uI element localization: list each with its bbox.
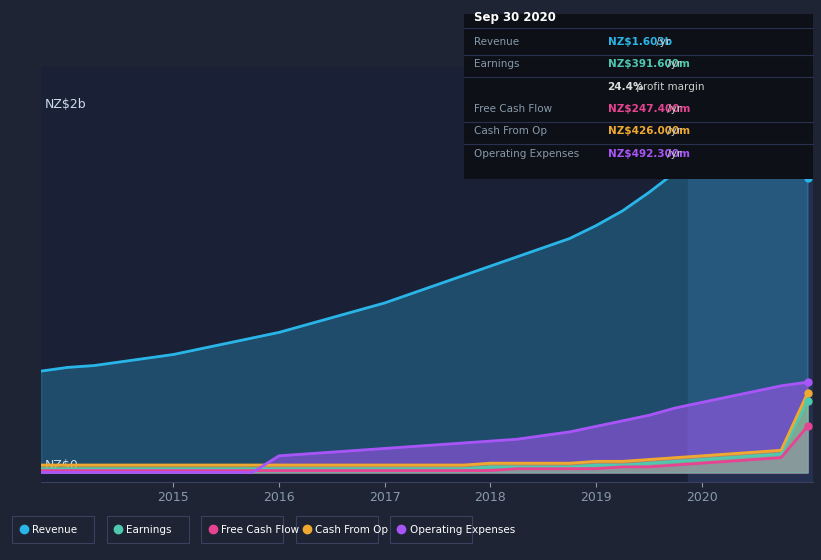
Text: Revenue: Revenue <box>474 37 519 47</box>
Text: NZ$0: NZ$0 <box>45 459 79 472</box>
Text: NZ$247.400m: NZ$247.400m <box>608 104 690 114</box>
Text: profit margin: profit margin <box>633 82 704 92</box>
Text: 24.4%: 24.4% <box>608 82 644 92</box>
Text: NZ$2b: NZ$2b <box>45 98 86 111</box>
Text: /yr: /yr <box>663 104 681 114</box>
Text: Cash From Op: Cash From Op <box>474 127 547 137</box>
Text: Operating Expenses: Operating Expenses <box>410 525 515 535</box>
Text: NZ$492.300m: NZ$492.300m <box>608 149 690 159</box>
Text: NZ$391.600m: NZ$391.600m <box>608 59 690 69</box>
Bar <box>688 67 813 482</box>
Text: NZ$426.000m: NZ$426.000m <box>608 127 690 137</box>
Text: NZ$1.603b: NZ$1.603b <box>608 37 672 47</box>
Text: /yr: /yr <box>654 37 671 47</box>
Text: Earnings: Earnings <box>474 59 519 69</box>
Text: Sep 30 2020: Sep 30 2020 <box>474 11 556 24</box>
Text: Earnings: Earnings <box>126 525 172 535</box>
Text: Free Cash Flow: Free Cash Flow <box>474 104 552 114</box>
Text: Cash From Op: Cash From Op <box>315 525 388 535</box>
Text: /yr: /yr <box>663 127 681 137</box>
Text: Revenue: Revenue <box>32 525 77 535</box>
Text: /yr: /yr <box>663 59 681 69</box>
Text: Operating Expenses: Operating Expenses <box>474 149 579 159</box>
Text: /yr: /yr <box>663 149 681 159</box>
Text: Free Cash Flow: Free Cash Flow <box>221 525 299 535</box>
